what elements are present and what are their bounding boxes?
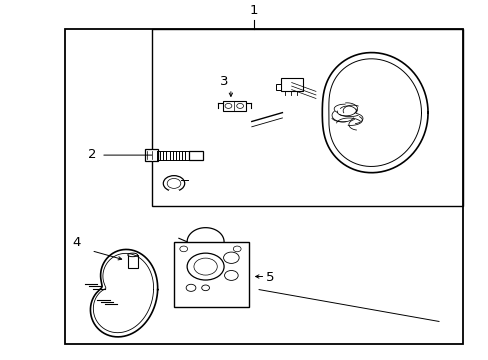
Circle shape (236, 103, 243, 108)
Circle shape (187, 253, 224, 280)
Circle shape (194, 258, 217, 275)
Circle shape (233, 246, 241, 252)
Circle shape (180, 246, 187, 252)
FancyBboxPatch shape (281, 78, 302, 91)
Circle shape (224, 103, 231, 108)
Text: 1: 1 (249, 4, 258, 17)
Circle shape (163, 176, 184, 191)
Circle shape (167, 179, 181, 188)
FancyBboxPatch shape (188, 150, 203, 161)
Circle shape (186, 284, 196, 291)
Text: 3: 3 (220, 75, 228, 88)
Text: 4: 4 (72, 236, 81, 249)
FancyBboxPatch shape (276, 84, 281, 90)
Circle shape (201, 285, 209, 291)
FancyBboxPatch shape (222, 101, 245, 111)
FancyBboxPatch shape (144, 149, 158, 162)
Circle shape (223, 252, 239, 264)
FancyBboxPatch shape (127, 255, 137, 268)
Circle shape (224, 270, 238, 280)
Ellipse shape (127, 253, 137, 257)
Text: 5: 5 (266, 271, 274, 284)
Text: 2: 2 (87, 148, 96, 161)
